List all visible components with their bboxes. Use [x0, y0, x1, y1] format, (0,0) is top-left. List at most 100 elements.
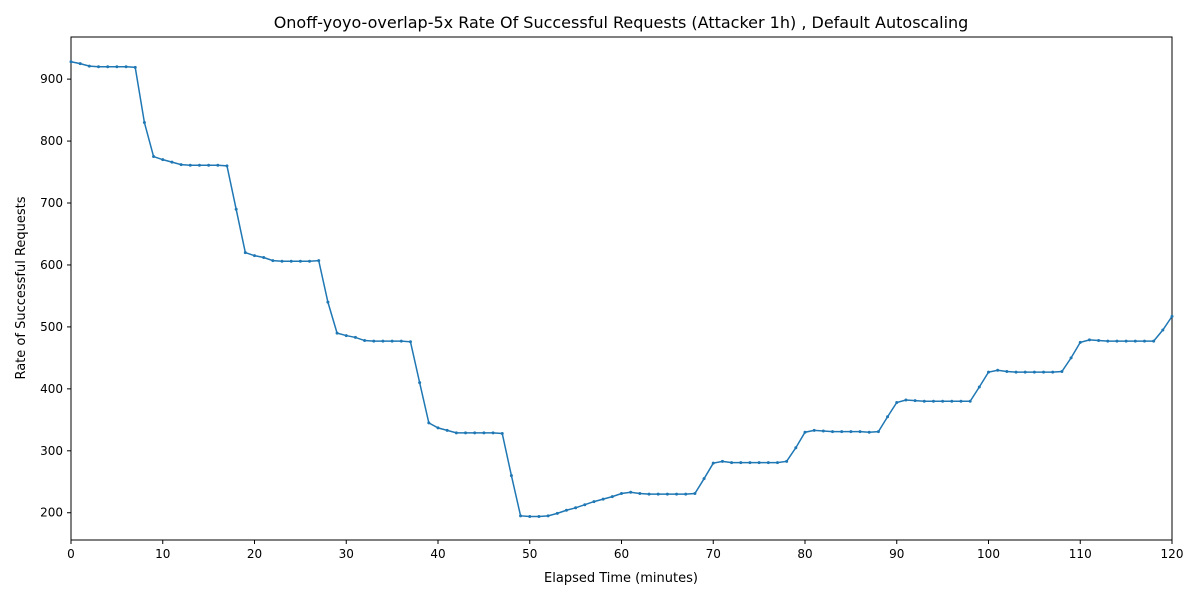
x-tick-label: 80 — [797, 547, 812, 561]
x-tick-label: 50 — [522, 547, 537, 561]
data-point — [922, 399, 926, 403]
data-point — [454, 431, 458, 435]
data-point — [1087, 338, 1091, 342]
data-point — [418, 381, 422, 385]
data-point — [124, 65, 128, 69]
data-point — [1133, 339, 1137, 343]
data-point — [1042, 370, 1046, 374]
data-point — [794, 446, 798, 450]
data-point — [739, 461, 743, 465]
data-point — [225, 164, 229, 168]
data-point — [748, 461, 752, 465]
data-point — [170, 160, 174, 164]
data-point — [831, 430, 835, 434]
x-tick-label: 30 — [339, 547, 354, 561]
data-point — [1014, 370, 1018, 374]
data-point — [500, 431, 504, 435]
x-tick-label: 100 — [977, 547, 1000, 561]
x-tick-label: 110 — [1069, 547, 1092, 561]
data-point — [381, 339, 385, 343]
data-point — [253, 254, 256, 258]
data-point — [785, 459, 789, 463]
data-point — [464, 431, 468, 435]
data-point — [188, 163, 192, 167]
data-point — [941, 399, 945, 403]
data-point — [344, 334, 348, 338]
data-point — [326, 300, 330, 304]
data-point — [78, 62, 82, 66]
data-point — [1032, 370, 1036, 374]
data-point — [408, 340, 412, 344]
data-point — [849, 430, 853, 434]
data-point — [280, 259, 284, 263]
data-point — [1005, 370, 1009, 374]
data-point — [262, 256, 266, 260]
data-point — [519, 514, 523, 518]
data-point — [537, 514, 541, 518]
data-point — [574, 506, 578, 510]
data-point — [720, 459, 724, 463]
data-point — [858, 430, 862, 434]
y-tick-label: 200 — [40, 506, 63, 520]
data-point — [1124, 339, 1128, 343]
data-point — [968, 399, 972, 403]
data-point — [197, 163, 201, 167]
data-point — [775, 461, 779, 465]
y-tick-label: 800 — [40, 134, 63, 148]
data-point — [592, 500, 596, 504]
data-point — [335, 331, 339, 335]
data-point — [555, 511, 559, 515]
data-point — [234, 207, 238, 211]
data-point — [583, 503, 587, 507]
data-point — [647, 492, 651, 496]
data-point — [372, 339, 376, 343]
data-point — [803, 430, 807, 434]
y-tick-label: 400 — [40, 382, 63, 396]
data-point — [1078, 340, 1082, 344]
plot-frame — [70, 36, 1173, 541]
data-point — [1051, 370, 1055, 374]
data-point — [913, 399, 917, 403]
data-point — [491, 431, 495, 435]
data-point — [675, 492, 679, 496]
data-point — [399, 339, 403, 343]
data-point — [610, 495, 614, 499]
data-point — [1069, 356, 1073, 360]
data-point — [1161, 328, 1165, 332]
data-point — [1115, 339, 1119, 343]
data-point — [142, 120, 146, 124]
data-point — [115, 65, 119, 69]
data-point — [702, 477, 706, 481]
data-point — [766, 461, 770, 465]
data-point — [152, 155, 156, 159]
y-tick-label: 700 — [40, 196, 63, 210]
data-point — [1097, 339, 1101, 343]
data-point — [812, 428, 816, 432]
data-point — [528, 514, 532, 518]
x-tick-label: 90 — [889, 547, 904, 561]
data-point — [363, 339, 367, 343]
data-point — [601, 497, 605, 501]
x-tick-label: 40 — [430, 547, 445, 561]
y-tick-label: 500 — [40, 320, 63, 334]
data-point — [308, 259, 312, 263]
chart-title: Onoff-yoyo-overlap-5x Rate Of Successful… — [274, 13, 969, 32]
data-line — [70, 61, 1173, 518]
data-point — [977, 385, 981, 389]
data-point — [996, 368, 1000, 372]
data-point — [656, 492, 660, 496]
data-point — [133, 65, 137, 69]
data-point — [1023, 370, 1027, 374]
data-point — [867, 430, 871, 434]
x-tick-label: 20 — [247, 547, 262, 561]
data-point — [482, 431, 486, 435]
data-point — [895, 400, 899, 404]
data-point — [243, 251, 247, 255]
y-tick-label: 300 — [40, 444, 63, 458]
data-point — [1060, 370, 1064, 374]
x-axis-label: Elapsed Time (minutes) — [544, 571, 698, 586]
data-point — [1152, 339, 1156, 343]
data-point — [473, 431, 477, 435]
data-point — [298, 259, 302, 263]
